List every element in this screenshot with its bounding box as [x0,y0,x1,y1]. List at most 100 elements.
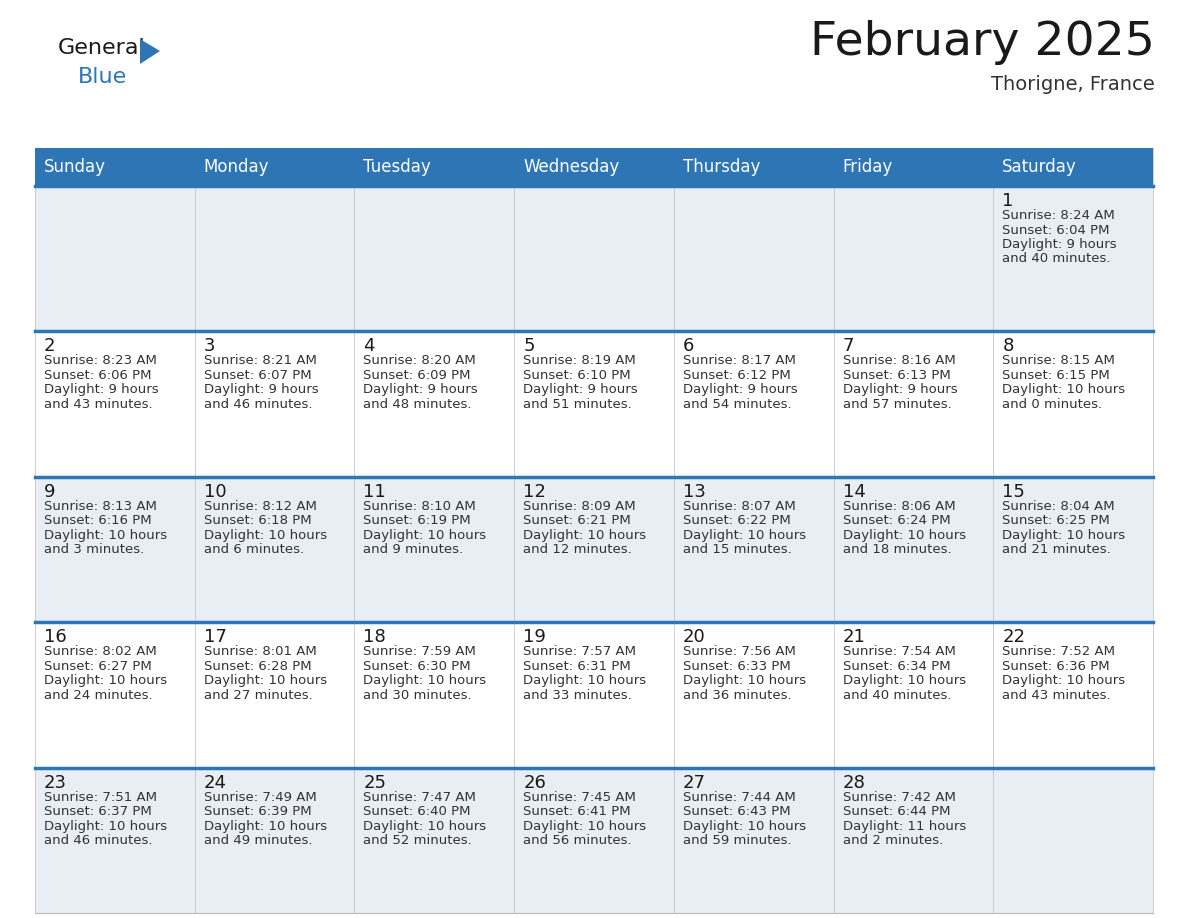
Text: and 43 minutes.: and 43 minutes. [1003,688,1111,701]
Text: and 46 minutes.: and 46 minutes. [44,834,152,847]
Text: Sunset: 6:25 PM: Sunset: 6:25 PM [1003,514,1110,527]
Text: Daylight: 10 hours: Daylight: 10 hours [1003,529,1125,542]
Text: Sunrise: 7:47 AM: Sunrise: 7:47 AM [364,790,476,803]
Text: Sunrise: 7:54 AM: Sunrise: 7:54 AM [842,645,955,658]
Text: 12: 12 [523,483,546,501]
Text: 23: 23 [44,774,67,791]
Text: 21: 21 [842,628,865,646]
Text: and 49 minutes.: and 49 minutes. [203,834,312,847]
Text: and 30 minutes.: and 30 minutes. [364,688,472,701]
Text: Daylight: 10 hours: Daylight: 10 hours [523,674,646,688]
Text: and 43 minutes.: and 43 minutes. [44,397,152,411]
Text: Daylight: 10 hours: Daylight: 10 hours [523,529,646,542]
Text: Sunrise: 7:45 AM: Sunrise: 7:45 AM [523,790,636,803]
Text: Sunset: 6:41 PM: Sunset: 6:41 PM [523,805,631,818]
Text: 15: 15 [1003,483,1025,501]
Text: 13: 13 [683,483,706,501]
Text: Sunset: 6:28 PM: Sunset: 6:28 PM [203,660,311,673]
Text: Sunrise: 8:19 AM: Sunrise: 8:19 AM [523,354,636,367]
Text: Sunset: 6:07 PM: Sunset: 6:07 PM [203,369,311,382]
Text: 18: 18 [364,628,386,646]
Text: Daylight: 9 hours: Daylight: 9 hours [203,384,318,397]
Text: Sunrise: 7:51 AM: Sunrise: 7:51 AM [44,790,157,803]
Text: and 57 minutes.: and 57 minutes. [842,397,952,411]
Text: 16: 16 [44,628,67,646]
Text: Sunset: 6:10 PM: Sunset: 6:10 PM [523,369,631,382]
Text: Friday: Friday [842,158,893,176]
Text: Monday: Monday [203,158,270,176]
Text: 17: 17 [203,628,227,646]
Text: and 48 minutes.: and 48 minutes. [364,397,472,411]
Text: Thursday: Thursday [683,158,760,176]
Text: Daylight: 10 hours: Daylight: 10 hours [683,674,805,688]
Text: Sunrise: 8:24 AM: Sunrise: 8:24 AM [1003,209,1116,222]
Bar [34,622,1154,767]
Text: Daylight: 10 hours: Daylight: 10 hours [1003,674,1125,688]
Bar [34,186,1154,331]
Text: Sunset: 6:15 PM: Sunset: 6:15 PM [1003,369,1110,382]
Text: 28: 28 [842,774,865,791]
Text: Daylight: 10 hours: Daylight: 10 hours [203,820,327,833]
Text: Daylight: 10 hours: Daylight: 10 hours [683,820,805,833]
Text: Wednesday: Wednesday [523,158,619,176]
Text: Sunrise: 8:06 AM: Sunrise: 8:06 AM [842,499,955,513]
Text: Daylight: 10 hours: Daylight: 10 hours [44,820,168,833]
Bar [34,148,1154,186]
Text: Sunrise: 8:20 AM: Sunrise: 8:20 AM [364,354,476,367]
Text: Daylight: 10 hours: Daylight: 10 hours [364,674,487,688]
Text: Saturday: Saturday [1003,158,1078,176]
Text: Thorigne, France: Thorigne, France [991,75,1155,94]
Text: 26: 26 [523,774,546,791]
Text: 11: 11 [364,483,386,501]
Text: Sunrise: 8:15 AM: Sunrise: 8:15 AM [1003,354,1116,367]
Text: Tuesday: Tuesday [364,158,431,176]
Text: and 33 minutes.: and 33 minutes. [523,688,632,701]
Text: Daylight: 10 hours: Daylight: 10 hours [1003,384,1125,397]
Text: Daylight: 10 hours: Daylight: 10 hours [44,529,168,542]
Text: and 2 minutes.: and 2 minutes. [842,834,943,847]
Text: Sunrise: 7:59 AM: Sunrise: 7:59 AM [364,645,476,658]
Text: and 52 minutes.: and 52 minutes. [364,834,472,847]
Text: 2: 2 [44,338,56,355]
Text: Sunset: 6:31 PM: Sunset: 6:31 PM [523,660,631,673]
Text: Sunrise: 7:52 AM: Sunrise: 7:52 AM [1003,645,1116,658]
Text: Sunrise: 8:07 AM: Sunrise: 8:07 AM [683,499,796,513]
Text: Sunset: 6:30 PM: Sunset: 6:30 PM [364,660,472,673]
Text: and 24 minutes.: and 24 minutes. [44,688,152,701]
Text: Sunset: 6:18 PM: Sunset: 6:18 PM [203,514,311,527]
Text: 25: 25 [364,774,386,791]
Text: Sunset: 6:06 PM: Sunset: 6:06 PM [44,369,152,382]
Text: Daylight: 9 hours: Daylight: 9 hours [523,384,638,397]
Bar [34,476,1154,622]
Text: and 56 minutes.: and 56 minutes. [523,834,632,847]
Text: Sunrise: 7:56 AM: Sunrise: 7:56 AM [683,645,796,658]
Text: 6: 6 [683,338,694,355]
Text: Sunrise: 7:44 AM: Sunrise: 7:44 AM [683,790,796,803]
Text: Sunrise: 8:12 AM: Sunrise: 8:12 AM [203,499,316,513]
Text: 27: 27 [683,774,706,791]
Text: 20: 20 [683,628,706,646]
Text: Sunrise: 8:01 AM: Sunrise: 8:01 AM [203,645,316,658]
Text: Sunrise: 8:13 AM: Sunrise: 8:13 AM [44,499,157,513]
Text: Sunset: 6:09 PM: Sunset: 6:09 PM [364,369,470,382]
Text: 24: 24 [203,774,227,791]
Text: Daylight: 10 hours: Daylight: 10 hours [683,529,805,542]
Text: Daylight: 9 hours: Daylight: 9 hours [842,384,958,397]
Text: Sunrise: 8:10 AM: Sunrise: 8:10 AM [364,499,476,513]
Text: Daylight: 10 hours: Daylight: 10 hours [523,820,646,833]
Text: Sunset: 6:04 PM: Sunset: 6:04 PM [1003,223,1110,237]
Text: Daylight: 10 hours: Daylight: 10 hours [364,820,487,833]
Text: and 59 minutes.: and 59 minutes. [683,834,791,847]
Text: Sunset: 6:33 PM: Sunset: 6:33 PM [683,660,790,673]
Text: Daylight: 10 hours: Daylight: 10 hours [203,674,327,688]
Text: 9: 9 [44,483,56,501]
Text: and 3 minutes.: and 3 minutes. [44,543,144,556]
Bar [34,767,1154,913]
Text: Sunset: 6:24 PM: Sunset: 6:24 PM [842,514,950,527]
Text: and 51 minutes.: and 51 minutes. [523,397,632,411]
Text: Daylight: 11 hours: Daylight: 11 hours [842,820,966,833]
Text: Sunday: Sunday [44,158,106,176]
Text: Sunset: 6:27 PM: Sunset: 6:27 PM [44,660,152,673]
Polygon shape [140,39,160,64]
Text: and 36 minutes.: and 36 minutes. [683,688,791,701]
